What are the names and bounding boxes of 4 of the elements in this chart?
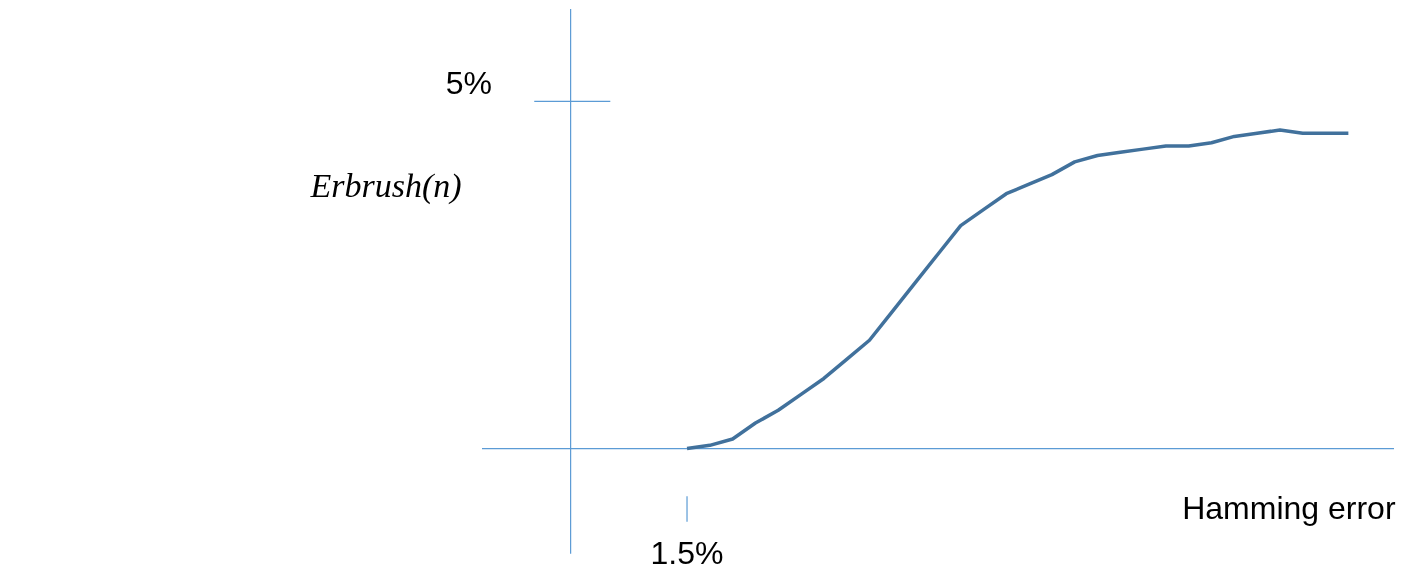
- x-axis-title: Hamming error: [1182, 490, 1396, 527]
- text: Erbrush(n): [309, 167, 462, 206]
- text: 1.5%: [650, 534, 724, 571]
- text: 5%: [445, 65, 492, 102]
